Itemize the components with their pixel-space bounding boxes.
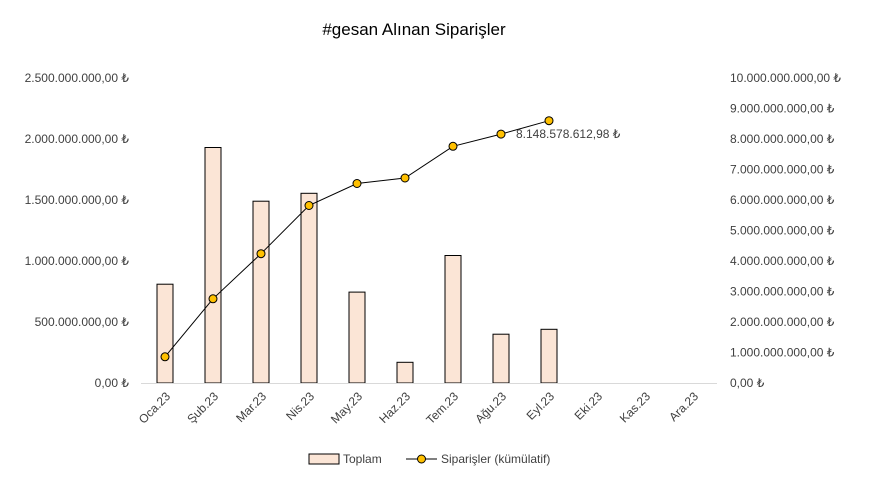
left-tick-label: 0,00 ₺: [95, 376, 130, 390]
left-tick-label: 2.500.000.000,00 ₺: [25, 71, 130, 85]
x-tick-label: Mar.23: [233, 389, 269, 425]
line-point-Nis.23: [304, 201, 314, 210]
right-tick-label: 10.000.000.000,00 ₺: [730, 71, 841, 85]
left-tick-label: 1.500.000.000,00 ₺: [25, 193, 130, 207]
line-point-May.23: [352, 179, 362, 188]
line-point-Mar.23: [256, 249, 266, 259]
left-tick-label: 1.000.000.000,00 ₺: [25, 254, 130, 268]
right-tick-label: 0,00 ₺: [730, 376, 765, 390]
bar-Nis.23: [300, 192, 318, 384]
x-tick-label: May.23: [328, 389, 365, 426]
right-tick-label: 9.000.000.000,00 ₺: [730, 102, 835, 116]
data-label: 8.148.578.612,98 ₺: [516, 127, 621, 141]
x-tick-label: Oca.23: [136, 389, 173, 426]
right-axis: 0,00 ₺ 1.000.000.000,00 ₺ 2.000.000.000,00…: [730, 71, 841, 390]
left-axis: 0,00 ₺ 500.000.000,00 ₺ 1.000.000.000,00 ₺…: [25, 71, 130, 390]
right-tick-label: 7.000.000.000,00 ₺: [730, 163, 835, 177]
line-point-Ağu.23: [496, 129, 506, 139]
bar-Oca.23: [156, 283, 174, 384]
legend: Toplam Siparişler (kümülatif): [308, 452, 550, 466]
x-tick-label: Eyl.23: [524, 389, 558, 423]
right-tick-label: 3.000.000.000,00 ₺: [730, 285, 835, 299]
x-tick-label: Ağu.23: [472, 389, 509, 426]
legend-marker-swatch: [417, 454, 426, 464]
right-tick-label: 1.000.000.000,00 ₺: [730, 346, 835, 360]
x-tick-label: Şub.23: [184, 389, 221, 426]
chart-title: #gesan Alınan Siparişler: [322, 20, 506, 39]
line-point-Tem.23: [448, 141, 458, 151]
bar-Haz.23: [396, 361, 414, 384]
x-tick-label: Tem.23: [423, 389, 461, 427]
line-point-Şub.23: [208, 294, 218, 304]
x-axis: Oca.23 Şub.23 Mar.23 Nis.23 May.23 Haz.23 Tem.…: [136, 389, 701, 427]
right-tick-label: 2.000.000.000,00 ₺: [730, 315, 835, 329]
x-tick-label: Ara.23: [666, 389, 701, 424]
data-labels: 8.148.578.612,98 ₺: [516, 127, 621, 141]
legend-bar-swatch: [308, 453, 340, 465]
right-tick-label: 4.000.000.000,00 ₺: [730, 254, 835, 268]
line-series: [160, 116, 554, 362]
left-tick-label: 2.000.000.000,00 ₺: [25, 132, 130, 146]
line-point-Eyl.23: [544, 116, 554, 126]
bar-Tem.23: [444, 255, 462, 384]
left-tick-label: 500.000.000,00 ₺: [35, 315, 130, 329]
bar-Eyl.23: [540, 328, 558, 384]
bar-Ağu.23: [492, 333, 510, 384]
bar-series: [156, 147, 558, 384]
legend-label-cumulative: Siparişler (kümülatif): [441, 452, 550, 466]
legend-label-toplam: Toplam: [343, 452, 382, 466]
right-tick-label: 8.000.000.000,00 ₺: [730, 132, 835, 146]
x-tick-label: Eki.23: [572, 389, 606, 423]
bar-Şub.23: [204, 147, 222, 384]
line-point-Haz.23: [400, 173, 410, 183]
right-tick-label: 6.000.000.000,00 ₺: [730, 193, 835, 207]
bar-Mar.23: [252, 200, 270, 384]
line-point-Oca.23: [160, 352, 170, 362]
x-tick-label: Nis.23: [283, 389, 317, 423]
x-tick-label: Kas.23: [617, 389, 654, 426]
right-tick-label: 5.000.000.000,00 ₺: [730, 224, 835, 238]
bar-May.23: [348, 291, 366, 384]
x-tick-label: Haz.23: [376, 389, 413, 426]
